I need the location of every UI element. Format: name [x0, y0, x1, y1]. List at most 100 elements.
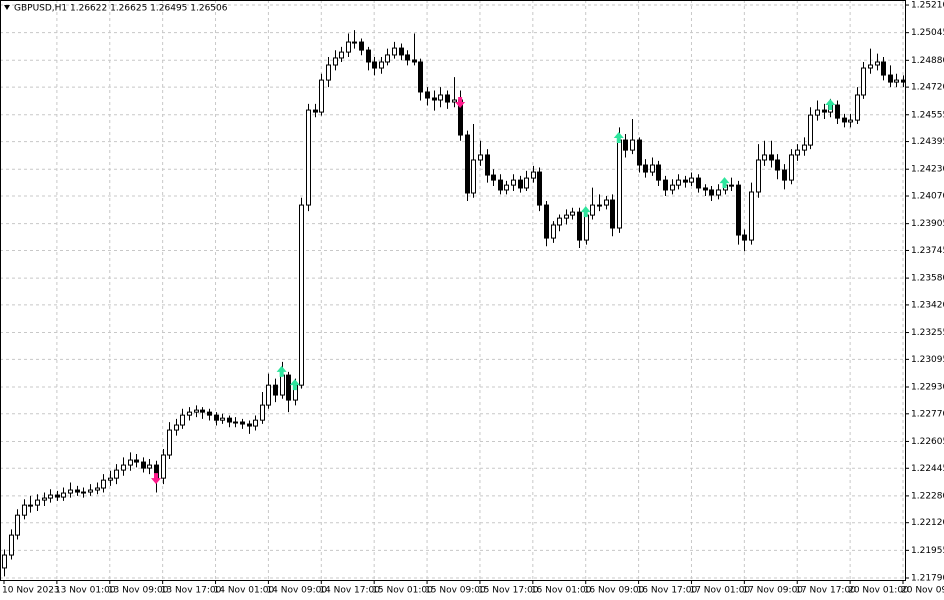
candle-body: [418, 61, 423, 93]
candle-body: [656, 164, 661, 181]
candle-body: [782, 169, 787, 181]
candle-body: [597, 204, 602, 207]
candle-body: [894, 79, 899, 83]
candle-body: [756, 159, 761, 193]
candle-body: [42, 497, 47, 501]
candle-body: [9, 534, 14, 556]
candle-body: [385, 54, 390, 63]
candle-body: [584, 214, 589, 241]
candle-body: [749, 191, 754, 241]
y-tick-label: 1.22120: [911, 518, 944, 528]
candle-body: [465, 134, 470, 194]
candle-body: [511, 179, 516, 186]
buy-arrow: [825, 99, 836, 111]
candle-body: [709, 189, 714, 196]
candle-body: [676, 179, 681, 186]
candle-body: [319, 79, 324, 113]
candle-body: [280, 374, 285, 396]
candle-body: [577, 211, 582, 241]
sell-arrow: [455, 97, 466, 109]
candle-body: [524, 177, 529, 189]
candle-body: [795, 149, 800, 156]
candle-body: [405, 54, 410, 61]
candle-body: [35, 499, 40, 506]
candle-body: [412, 59, 417, 63]
candle-body: [689, 177, 694, 183]
candle-body: [273, 384, 278, 396]
candle-body: [842, 117, 847, 123]
candle-body: [372, 61, 377, 69]
x-tick-label: 16 Nov 17:00: [637, 586, 698, 596]
candle-body: [346, 41, 351, 53]
candle-body: [392, 47, 397, 56]
candle-body: [101, 479, 106, 489]
candle-body: [888, 74, 893, 83]
candle-body: [822, 109, 827, 113]
candle-body: [808, 114, 813, 146]
x-tick-label: 15 Nov 09:00: [425, 586, 486, 596]
candle-body: [2, 554, 7, 569]
y-tick-label: 1.23255: [911, 328, 944, 338]
grid: [0, 0, 905, 580]
candle-body: [835, 104, 840, 119]
buy-arrow: [289, 379, 300, 391]
candle-body: [551, 224, 556, 239]
candle-body: [769, 154, 774, 161]
x-tick-label: 16 Nov 09:00: [584, 586, 645, 596]
y-tick-label: 1.23745: [911, 246, 944, 256]
candle-body: [266, 384, 271, 406]
candle-body: [220, 417, 225, 421]
candle-body: [802, 144, 807, 151]
candle-body: [253, 419, 258, 427]
candle-body: [55, 494, 60, 498]
candle-body: [485, 154, 490, 176]
candle-body: [736, 184, 741, 236]
y-tick-label: 1.21790: [911, 573, 944, 583]
y-tick-label: 1.24395: [911, 137, 944, 147]
candle-body: [260, 404, 265, 421]
y-tick-label: 1.22770: [911, 409, 944, 419]
x-tick-label: 17 Nov 01:00: [689, 586, 750, 596]
x-tick-label: 14 Nov 17:00: [319, 586, 380, 596]
candle-body: [432, 97, 437, 101]
candle-body: [623, 139, 628, 151]
candle-body: [161, 454, 166, 479]
candle-body: [901, 79, 906, 83]
candle-body: [544, 204, 549, 239]
candle-body: [286, 374, 291, 401]
candle-body: [868, 64, 873, 69]
x-tick-label: 20 Nov 01:00: [848, 586, 909, 596]
candle-body: [121, 464, 126, 471]
candle-body: [339, 51, 344, 59]
candle-body: [313, 109, 318, 113]
candle-body: [518, 179, 523, 189]
candle-body: [789, 154, 794, 181]
candle-body: [240, 421, 245, 425]
candle-body: [233, 421, 238, 424]
candle-body: [306, 109, 311, 206]
candle-body: [399, 47, 404, 56]
candle-body: [557, 217, 562, 226]
y-tick-label: 1.23420: [911, 300, 944, 310]
x-tick-label: 15 Nov 17:00: [478, 586, 539, 596]
y-tick-label: 1.21955: [911, 546, 944, 556]
candle-body: [147, 464, 152, 469]
plot: [2, 30, 906, 577]
y-tick-label: 1.25210: [911, 1, 944, 11]
candle-body: [167, 429, 172, 456]
plot-frame: [0, 0, 906, 581]
candle-body: [703, 187, 708, 191]
y-tick-label: 1.22930: [911, 383, 944, 393]
sell-arrow: [151, 473, 162, 485]
candle-body: [180, 414, 185, 426]
x-tick-label: 10 Nov 2023: [2, 586, 60, 596]
candle-body: [247, 423, 252, 427]
candle-body: [187, 411, 192, 416]
candle-body: [88, 489, 93, 493]
candle-body: [491, 174, 496, 181]
y-tick-label: 1.24230: [911, 165, 944, 175]
candle-body: [663, 179, 668, 191]
menu-arrow[interactable]: [4, 5, 10, 10]
